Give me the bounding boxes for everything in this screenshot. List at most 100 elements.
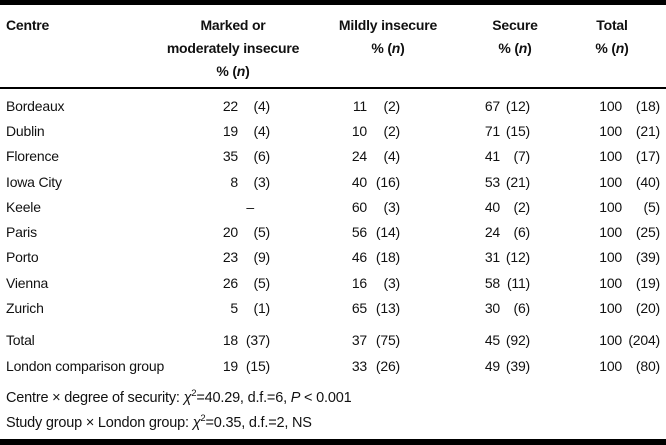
unit-n: n — [518, 40, 528, 56]
marked-n-cell: (4) — [253, 122, 270, 139]
total-pct-cell: 100 — [599, 97, 622, 114]
centre-cell: Keele — [6, 198, 41, 215]
marked-n-cell: (15) — [245, 357, 270, 374]
secure-n-cell: (12) — [505, 97, 530, 114]
column-unit: % (n) — [512, 37, 666, 60]
total-pct-cell: 100 — [599, 357, 622, 374]
table-row: Zurich 5 (1) 65 (13) 30 (6) 100 (20) — [0, 295, 666, 320]
secure-pct-cell: 30 — [484, 300, 500, 317]
mild-n-cell: (3) — [383, 274, 400, 291]
centre-cell: Paris — [6, 224, 37, 241]
total-n-cell: (19) — [635, 274, 660, 291]
unit-text: % ( — [216, 63, 237, 79]
column-unit: % (n) — [415, 37, 615, 60]
table-header-row: Centre Marked or moderately insecure % (… — [0, 5, 666, 89]
column-header-line: Secure — [492, 17, 538, 33]
mild-pct-cell: 24 — [351, 148, 367, 165]
mild-pct-cell: 16 — [351, 274, 367, 291]
marked-n-cell: (3) — [253, 173, 270, 190]
column-header-secure: Secure % (n) — [415, 14, 615, 60]
total-pct-cell: 100 — [599, 173, 622, 190]
secure-n-cell: (2) — [513, 198, 530, 215]
table-row-total: Total 18 (37) 37 (75) 45 (92) 100 (204) — [0, 328, 666, 353]
total-pct-cell: 100 — [599, 224, 622, 241]
footnote-text: < 0.001 — [300, 390, 352, 407]
unit-n: n — [615, 40, 625, 56]
table-row: Paris 20 (5) 56 (14) 24 (6) 100 (25) — [0, 219, 666, 244]
marked-pct-cell: 23 — [222, 249, 238, 266]
unit-n: n — [236, 63, 246, 79]
table-row: Vienna 26 (5) 16 (3) 58 (11) 100 (19) — [0, 270, 666, 295]
marked-pct-cell: 26 — [222, 274, 238, 291]
table-bottom-rule — [0, 439, 666, 445]
unit-text: % ( — [498, 40, 519, 56]
column-header-line: Marked or — [200, 17, 266, 33]
table-body: Bordeaux 22 (4) 11 (2) 67 (12) 100 (18) … — [0, 89, 666, 378]
mild-pct-cell: 46 — [351, 249, 367, 266]
total-pct-cell: 100 — [599, 198, 622, 215]
column-header-line: moderately insecure — [166, 40, 300, 56]
table-row-london-comparison: London comparison group 19 (15) 33 (26) … — [0, 353, 666, 378]
table-row: Keele – 60 (3) 40 (2) 100 (5) — [0, 194, 666, 219]
p-symbol: P — [290, 390, 301, 407]
unit-text: % ( — [595, 40, 616, 56]
total-n-cell: (80) — [635, 357, 660, 374]
mild-pct-cell: 40 — [351, 173, 367, 190]
mild-pct-cell: 33 — [351, 357, 367, 374]
total-pct-cell: 100 — [599, 122, 622, 139]
secure-pct-cell: 31 — [484, 249, 500, 266]
unit-n: n — [391, 40, 401, 56]
table-footnotes: Centre × degree of security: χ2=40.29, d… — [0, 386, 666, 436]
mild-n-cell: (13) — [375, 300, 400, 317]
footnote-text: Study group × London group: — [6, 415, 193, 432]
chi-exponent: 2 — [200, 413, 206, 425]
marked-pct-cell: 22 — [222, 97, 238, 114]
total-pct-cell: 100 — [599, 249, 622, 266]
secure-pct-cell: 71 — [484, 122, 500, 139]
marked-n-cell: (9) — [253, 249, 270, 266]
marked-pct-cell: 5 — [230, 300, 238, 317]
footnote-text: =0.35, d.f.=2, NS — [205, 415, 312, 432]
chi-symbol: χ — [183, 390, 192, 407]
centre-cell: Zurich — [6, 300, 44, 317]
marked-n-cell: (37) — [245, 332, 270, 349]
mild-pct-cell: 65 — [351, 300, 367, 317]
column-header-mildly-insecure: Mildly insecure % (n) — [288, 14, 488, 60]
secure-n-cell: (92) — [505, 332, 530, 349]
secure-pct-cell: 41 — [484, 148, 500, 165]
column-header-marked: Marked or moderately insecure % (n) — [133, 14, 333, 83]
mild-n-cell: (2) — [383, 97, 400, 114]
column-header-line: Mildly insecure — [338, 17, 438, 33]
mild-pct-cell: 37 — [351, 332, 367, 349]
chi-exponent: 2 — [191, 388, 197, 400]
centre-cell: Vienna — [6, 274, 49, 291]
table-row: Porto 23 (9) 46 (18) 31 (12) 100 (39) — [0, 245, 666, 270]
total-pct-cell: 100 — [599, 148, 622, 165]
mild-n-cell: (75) — [375, 332, 400, 349]
mild-n-cell: (3) — [383, 198, 400, 215]
table-top-rule — [0, 0, 666, 5]
column-header-total: Total % (n) — [512, 14, 666, 60]
column-header-centre: Centre — [6, 17, 50, 33]
marked-n-cell: (1) — [253, 300, 270, 317]
unit-text: ) — [400, 40, 405, 56]
mild-n-cell: (2) — [383, 122, 400, 139]
unit-text: ) — [527, 40, 532, 56]
mild-pct-cell: 60 — [351, 198, 367, 215]
secure-pct-cell: 58 — [484, 274, 500, 291]
footnote-centre-security: Centre × degree of security: χ2=40.29, d… — [6, 386, 666, 411]
marked-n-cell: (4) — [253, 97, 270, 114]
total-pct-cell: 100 — [599, 274, 622, 291]
total-n-cell: (21) — [635, 122, 660, 139]
centre-cell: Iowa City — [6, 173, 62, 190]
total-n-cell: (25) — [635, 224, 660, 241]
chi-symbol: χ — [192, 415, 201, 432]
secure-pct-cell: 40 — [484, 198, 500, 215]
table-row: Florence 35 (6) 24 (4) 41 (7) 100 (17) — [0, 144, 666, 169]
total-pct-cell: 100 — [599, 332, 622, 349]
footnote-text: =40.29, d.f.=6, — [196, 390, 291, 407]
table-row: Iowa City 8 (3) 40 (16) 53 (21) 100 (40) — [0, 169, 666, 194]
total-pct-cell: 100 — [599, 300, 622, 317]
mild-n-cell: (4) — [383, 148, 400, 165]
